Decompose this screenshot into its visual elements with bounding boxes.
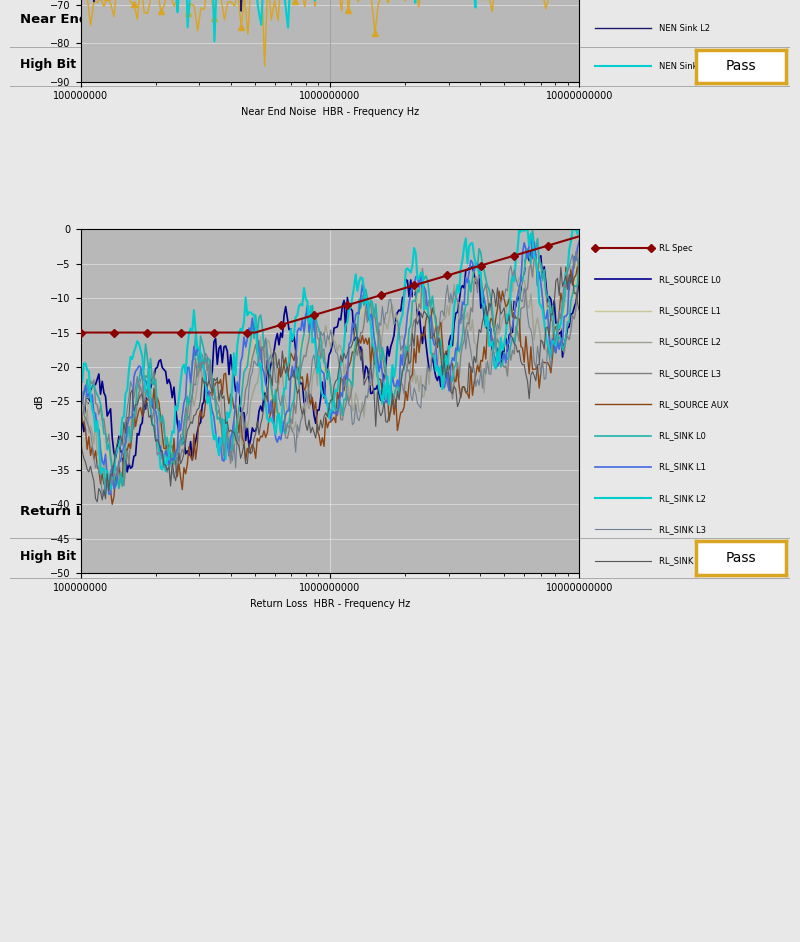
Text: Pass: Pass bbox=[726, 59, 756, 73]
Text: RL_SOURCE L2: RL_SOURCE L2 bbox=[658, 337, 720, 347]
Text: RL_SINK AUX: RL_SINK AUX bbox=[658, 556, 713, 565]
Text: NEN Sink L3: NEN Sink L3 bbox=[658, 62, 710, 71]
Text: must be lower than the upper limit: must be lower than the upper limit bbox=[131, 57, 354, 71]
Text: High Bit Rate Cable:: High Bit Rate Cable: bbox=[20, 57, 162, 71]
Text: Near End Noise(5.6): Near End Noise(5.6) bbox=[20, 13, 170, 25]
Text: RL_SOURCE L0: RL_SOURCE L0 bbox=[658, 275, 720, 284]
Text: RL_SOURCE L1: RL_SOURCE L1 bbox=[658, 306, 720, 316]
Text: RL_SINK L3: RL_SINK L3 bbox=[658, 525, 706, 534]
Text: RL Spec: RL Spec bbox=[658, 244, 692, 252]
Text: must be lower than the upper limit: must be lower than the upper limit bbox=[131, 549, 354, 562]
Text: Pass: Pass bbox=[726, 551, 756, 565]
Text: Return Loss(5.7): Return Loss(5.7) bbox=[20, 505, 145, 517]
Text: NEN Sink L2: NEN Sink L2 bbox=[658, 24, 710, 33]
Text: RL_SINK L1: RL_SINK L1 bbox=[658, 463, 706, 472]
Text: RL_SOURCE AUX: RL_SOURCE AUX bbox=[658, 400, 728, 409]
Y-axis label: dB: dB bbox=[34, 394, 45, 409]
Text: RL_SINK L2: RL_SINK L2 bbox=[658, 494, 706, 503]
Text: RL_SINK L0: RL_SINK L0 bbox=[658, 431, 706, 440]
Text: High Bit Rate Cable:: High Bit Rate Cable: bbox=[20, 549, 162, 562]
Text: RL_SOURCE L3: RL_SOURCE L3 bbox=[658, 368, 721, 378]
X-axis label: Return Loss  HBR - Frequency Hz: Return Loss HBR - Frequency Hz bbox=[250, 598, 410, 609]
X-axis label: Near End Noise  HBR - Frequency Hz: Near End Noise HBR - Frequency Hz bbox=[241, 106, 419, 117]
